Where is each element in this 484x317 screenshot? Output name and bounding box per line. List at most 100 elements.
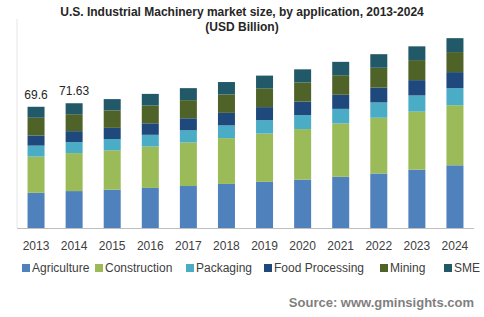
bar-segment [104, 99, 121, 110]
bar-segment [332, 177, 349, 228]
bar-segment [446, 88, 463, 105]
subtitle: (USD Billion) [205, 20, 278, 34]
title: U.S. Industrial Machinery market size, b… [60, 5, 424, 19]
source: Source: www.gminsights.com [289, 295, 474, 310]
bar-segment [408, 112, 425, 170]
bar-segment [142, 94, 159, 106]
bar-segment [66, 103, 83, 114]
bar-segment [370, 68, 387, 88]
legend-label: Food Processing [274, 261, 364, 275]
bar-segment [256, 120, 273, 133]
legend-swatch [95, 264, 103, 272]
bar-segment [104, 110, 121, 127]
bar-segment [66, 131, 83, 142]
bar-segment [332, 124, 349, 177]
bar-segment [446, 72, 463, 88]
legend-swatch [444, 264, 452, 272]
bar-segment [370, 54, 387, 68]
bar-segment [370, 88, 387, 103]
bar-segment [66, 114, 83, 131]
bar-segment [142, 146, 159, 187]
bar-segment [408, 60, 425, 80]
legend-label: Packaging [196, 261, 252, 275]
bar-segment [28, 193, 45, 228]
bar-segment [332, 62, 349, 75]
legend-swatch [186, 264, 194, 272]
legend-swatch [380, 264, 388, 272]
bar-segment [28, 136, 45, 146]
bar-segment [180, 142, 197, 186]
bar-segment [218, 82, 235, 94]
bar-segment [256, 76, 273, 89]
bar-segment [28, 157, 45, 193]
x-tick-label: 2023 [404, 239, 431, 253]
x-tick-label: 2021 [327, 239, 354, 253]
annotation: 69.6 [24, 88, 48, 102]
bar-segment [180, 130, 197, 142]
bar-segment [180, 88, 197, 100]
bar-segment [446, 38, 463, 52]
bar-segment [142, 123, 159, 134]
bar-segment [446, 105, 463, 165]
legend-swatch [264, 264, 272, 272]
bar-segment [370, 173, 387, 228]
x-tick-label: 2014 [61, 239, 88, 253]
x-tick-label: 2013 [23, 239, 50, 253]
bar-segment [104, 128, 121, 139]
bar-segment [218, 113, 235, 126]
legend-label: SME [454, 261, 480, 275]
bar-segment [218, 125, 235, 138]
bar-segment [294, 82, 311, 101]
bar-segment [294, 180, 311, 228]
bar-segment [256, 107, 273, 120]
bar-segment [218, 184, 235, 228]
chart: U.S. Industrial Machinery market size, b… [0, 0, 484, 317]
bars [28, 38, 464, 228]
legend-label: Agriculture [32, 261, 90, 275]
bar-segment [180, 100, 197, 118]
bar-segment [66, 191, 83, 228]
y-axis-line [17, 19, 18, 228]
x-tick-label: 2019 [251, 239, 278, 253]
bar-segment [408, 80, 425, 95]
bar-segment [104, 139, 121, 150]
bar-segment [332, 75, 349, 95]
bar-segment [294, 129, 311, 180]
x-tick-label: 2016 [137, 239, 164, 253]
bar-segment [446, 52, 463, 72]
bar-segment [218, 138, 235, 184]
bar-segment [180, 186, 197, 228]
bar-segment [142, 135, 159, 147]
bar-segment [370, 102, 387, 117]
bar-segment [28, 146, 45, 157]
bar-segment [294, 69, 311, 82]
bar-segment [332, 95, 349, 109]
legend-swatch [22, 264, 30, 272]
bar-segment [446, 165, 463, 228]
legend-label: Mining [390, 261, 425, 275]
bar-segment [142, 188, 159, 228]
x-tick-label: 2015 [99, 239, 126, 253]
bar-segment [66, 153, 83, 191]
bar-segment [370, 118, 387, 174]
x-tick-label: 2017 [175, 239, 202, 253]
bar-segment [28, 107, 45, 118]
x-tick-label: 2024 [442, 239, 469, 253]
bar-segment [104, 190, 121, 228]
bar-segment [256, 134, 273, 182]
bar-segment [104, 150, 121, 189]
x-tick-label: 2020 [289, 239, 316, 253]
bar-segment [294, 115, 311, 129]
bar-segment [408, 95, 425, 111]
bar-segment [180, 118, 197, 130]
bar-segment [408, 46, 425, 60]
bar-segment [256, 182, 273, 228]
legend-label: Construction [105, 261, 172, 275]
bar-segment [294, 102, 311, 116]
x-axis-line [17, 228, 474, 229]
bar-segment [66, 142, 83, 153]
x-tick-label: 2018 [213, 239, 240, 253]
bar-segment [408, 170, 425, 228]
bar-segment [256, 88, 273, 107]
annotation: 71.63 [59, 84, 89, 98]
